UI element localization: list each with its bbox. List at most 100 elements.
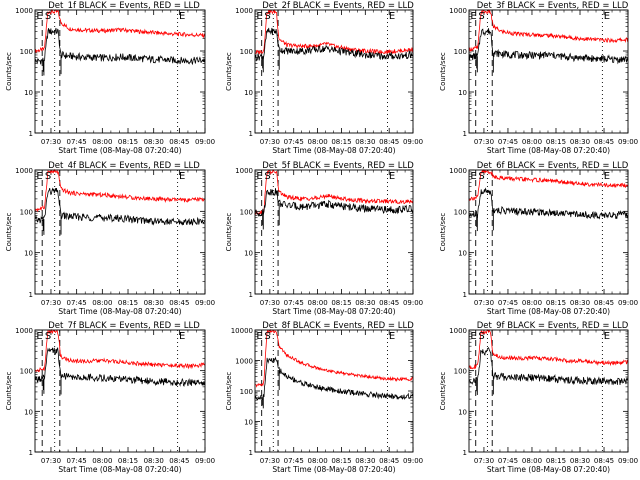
x-tick-label: 08:30: [570, 457, 590, 465]
y-tick-label: 1000: [449, 167, 467, 175]
x-tick-label: 08:00: [307, 138, 327, 146]
x-tick-label: 09:00: [403, 457, 423, 465]
panel-6: Det_6f BLACK = Events, RED = LLD Counts/s…: [439, 161, 638, 316]
y-tick-label: 1000: [15, 327, 33, 335]
y-tick-label: 10: [244, 419, 253, 427]
event-marker-s: S: [264, 171, 270, 182]
plot-frame: [34, 169, 206, 295]
x-tick-label: 09:00: [403, 299, 423, 307]
series-red: [34, 8, 206, 54]
y-tick-label: 1: [463, 449, 467, 457]
x-tick-label: 07:30: [41, 138, 61, 146]
chart-title: Det_2f BLACK = Events, RED = LLD: [262, 1, 414, 11]
event-marker-e: E: [470, 171, 476, 182]
y-tick-label: 100: [240, 48, 253, 56]
x-tick-label: 08:45: [594, 299, 614, 307]
x-tick-label: 08:30: [355, 138, 375, 146]
y-tick-label: 10000: [231, 327, 253, 335]
y-tick-label: 1000: [235, 7, 253, 15]
x-tick-label: 07:45: [284, 299, 304, 307]
x-tick-label: 09:00: [403, 138, 423, 146]
chart-title: Det_1f BLACK = Events, RED = LLD: [48, 1, 200, 11]
y-tick-label: 100: [454, 208, 467, 216]
x-tick-label: 07:45: [67, 457, 87, 465]
x-axis-label: Start Time (08-May-08 07:20:40): [58, 307, 181, 316]
x-tick-label: 07:45: [284, 138, 304, 146]
panel-4: Det_4f BLACK = Events, RED = LLD Counts/s…: [5, 161, 215, 316]
x-tick-label: 07:30: [41, 457, 61, 465]
x-tick-label: 08:00: [522, 457, 542, 465]
y-tick-label: 10: [244, 250, 253, 258]
panel-7: Det_7f BLACK = Events, RED = LLD Counts/s…: [5, 321, 215, 474]
x-tick-label: 07:30: [260, 299, 280, 307]
event-marker-e: E: [604, 11, 610, 22]
x-tick-label: 09:00: [618, 457, 638, 465]
x-tick-label: 08:15: [331, 138, 351, 146]
x-tick-label: 08:45: [379, 138, 399, 146]
series-red: [34, 328, 206, 373]
event-marker-e: E: [389, 171, 395, 182]
y-axis-label: Counts/sec: [439, 213, 447, 252]
y-axis-label: Counts/sec: [5, 213, 13, 252]
x-tick-label: 08:15: [546, 299, 566, 307]
y-tick-label: 10: [24, 89, 33, 97]
y-axis-label: Counts/sec: [439, 372, 447, 411]
x-tick-label: 08:45: [169, 299, 189, 307]
event-marker-e: E: [179, 171, 185, 182]
x-tick-label: 08:30: [355, 299, 375, 307]
y-tick-label: 100: [240, 208, 253, 216]
plot-frame: [254, 169, 414, 295]
event-marker-e: E: [470, 11, 476, 22]
chart-title: Det_3f BLACK = Events, RED = LLD: [477, 1, 629, 11]
x-tick-label: 08:15: [546, 138, 566, 146]
x-axis-label: Start Time (08-May-08 07:20:40): [487, 307, 610, 316]
y-tick-label: 1: [29, 449, 33, 457]
series-red: [468, 329, 629, 370]
x-tick-label: 07:45: [67, 138, 87, 146]
event-marker-e: E: [389, 331, 395, 342]
x-tick-label: 08:45: [169, 457, 189, 465]
y-tick-label: 1000: [449, 7, 467, 15]
event-marker-e: E: [36, 171, 42, 182]
chart-title: Det_8f BLACK = Events, RED = LLD: [262, 321, 414, 331]
x-tick-label: 07:45: [284, 457, 304, 465]
x-tick-label: 08:00: [307, 457, 327, 465]
x-tick-label: 08:15: [118, 138, 138, 146]
x-tick-label: 09:00: [195, 299, 215, 307]
event-marker-s: S: [45, 331, 51, 342]
y-tick-label: 1000: [15, 7, 33, 15]
series-black: [254, 356, 414, 401]
event-marker-s: S: [478, 171, 484, 182]
x-tick-label: 08:45: [594, 457, 614, 465]
plot-frame: [34, 329, 206, 453]
x-tick-label: 09:00: [195, 457, 215, 465]
y-axis-label: Counts/sec: [439, 52, 447, 91]
y-tick-label: 10: [244, 89, 253, 97]
event-marker-e: E: [256, 171, 262, 182]
x-tick-label: 08:00: [307, 299, 327, 307]
x-tick-label: 08:30: [144, 457, 164, 465]
x-tick-label: 08:00: [522, 138, 542, 146]
y-tick-label: 10: [24, 250, 33, 258]
y-tick-label: 1: [249, 449, 253, 457]
x-tick-label: 08:15: [118, 457, 138, 465]
x-axis-label: Start Time (08-May-08 07:20:40): [58, 146, 181, 155]
y-tick-label: 100: [240, 388, 253, 396]
series-black: [468, 28, 629, 65]
chart-title: Det_4f BLACK = Events, RED = LLD: [48, 161, 200, 171]
x-tick-label: 08:45: [379, 457, 399, 465]
y-tick-label: 1: [29, 130, 33, 138]
event-marker-s: S: [478, 11, 484, 22]
series-black: [34, 347, 206, 387]
x-axis-label: Start Time (08-May-08 07:20:40): [487, 146, 610, 155]
event-marker-s: S: [264, 11, 270, 22]
x-tick-label: 08:00: [522, 299, 542, 307]
y-tick-label: 1: [29, 291, 33, 299]
series-red: [254, 8, 414, 55]
event-marker-e: E: [36, 11, 42, 22]
x-axis-label: Start Time (08-May-08 07:20:40): [272, 146, 395, 155]
event-marker-e: E: [256, 11, 262, 22]
x-axis-label: Start Time (08-May-08 07:20:40): [487, 465, 610, 474]
x-axis-label: Start Time (08-May-08 07:20:40): [272, 465, 395, 474]
